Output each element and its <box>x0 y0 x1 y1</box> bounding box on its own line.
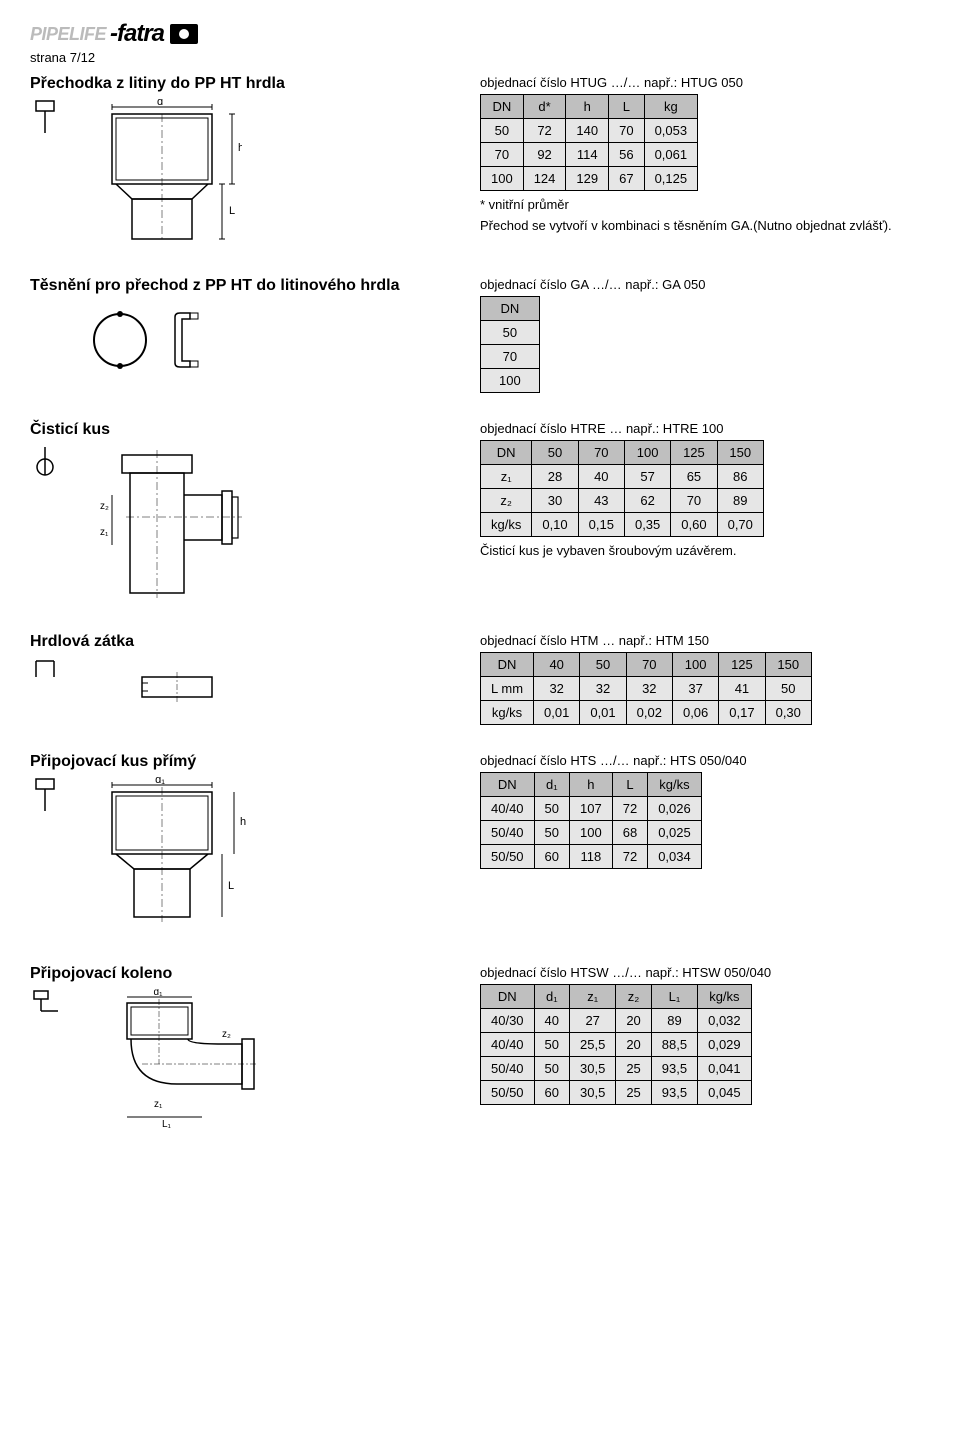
svg-text:L₁: L₁ <box>162 1119 172 1129</box>
symbol-icon <box>30 445 64 485</box>
section-title: Čisticí kus <box>30 421 460 439</box>
svg-text:z₂: z₂ <box>100 501 109 512</box>
logo-icon <box>170 24 198 44</box>
note-text: Čisticí kus je vybaven šroubovým uzávěre… <box>480 543 930 558</box>
order-text: objednací číslo HTRE … např.: HTRE 100 <box>480 421 930 436</box>
data-table: DNd*hLkg 5072140700,053 7092114560,061 1… <box>480 94 698 191</box>
data-table: DN 50 70 100 <box>480 296 540 393</box>
order-text: objednací číslo HTSW …/… např.: HTSW 050… <box>480 965 930 980</box>
order-text: objednací číslo GA …/… např.: GA 050 <box>480 277 930 292</box>
technical-drawing: z₂ z₁ <box>82 445 272 605</box>
technical-drawing <box>132 667 222 707</box>
data-table: DNd₁z₁z₂L₁kg/ks 40/30402720890,032 40/40… <box>480 984 752 1105</box>
svg-text:d₁: d₁ <box>154 989 164 998</box>
symbol-icon <box>30 657 64 687</box>
svg-text:z₁: z₁ <box>100 527 109 538</box>
symbol-icon <box>30 777 64 813</box>
note-text: Přechod se vytvoří v kombinaci s těsnění… <box>480 218 930 233</box>
data-table: DN405070100125150 L mm323232374150 kg/ks… <box>480 652 812 725</box>
svg-text:d: d <box>157 99 163 108</box>
section-title: Připojovací kus přímý <box>30 753 460 771</box>
order-text: objednací číslo HTM … např.: HTM 150 <box>480 633 930 648</box>
section-cistici: Čisticí kus z₂ z₁ objednací <box>30 421 930 605</box>
data-table: DN5070100125150 z₁2840576586 z₂304362708… <box>480 440 764 537</box>
section-title: Hrdlová zátka <box>30 633 460 651</box>
symbol-icon <box>30 99 64 135</box>
svg-text:d₁: d₁ <box>155 777 165 786</box>
svg-text:h: h <box>240 816 246 828</box>
technical-drawing <box>90 305 230 375</box>
section-title: Připojovací koleno <box>30 965 460 983</box>
technical-drawing: d₁ z₂ z₁ L₁ <box>82 989 282 1129</box>
svg-text:h: h <box>238 142 242 154</box>
order-text: objednací číslo HTUG …/… např.: HTUG 050 <box>480 75 930 90</box>
note-text: * vnitřní průměr <box>480 197 930 212</box>
svg-text:L: L <box>229 205 235 217</box>
svg-text:L: L <box>228 880 234 892</box>
section-hrdlova: Hrdlová zátka objednací číslo HTM … např… <box>30 633 930 725</box>
data-table: DNd₁hLkg/ks 40/4050107720,026 50/4050100… <box>480 772 702 869</box>
order-text: objednací číslo HTS …/… např.: HTS 050/0… <box>480 753 930 768</box>
technical-drawing: d L h <box>82 99 242 249</box>
logo: PIPELIFE -fatra <box>30 20 930 48</box>
section-pripojovaci-primy: Připojovací kus přímý d₁ L h <box>30 753 930 937</box>
logo-pipelife: PIPELIFE <box>30 24 106 45</box>
section-pripojovaci-koleno: Připojovací koleno d₁ z₂ z₁ L₁ <box>30 965 930 1129</box>
section-title: Přechodka z litiny do PP HT hrdla <box>30 75 460 93</box>
section-title: Těsnění pro přechod z PP HT do litinovéh… <box>30 277 460 295</box>
section-tesneni: Těsnění pro přechod z PP HT do litinovéh… <box>30 277 930 393</box>
svg-text:z₁: z₁ <box>154 1099 163 1110</box>
symbol-icon <box>30 989 64 1025</box>
section-prechodka: Přechodka z litiny do PP HT hrdla d L <box>30 75 930 249</box>
technical-drawing: d₁ L h <box>82 777 252 937</box>
svg-text:z₂: z₂ <box>222 1029 231 1040</box>
logo-fatra: -fatra <box>110 20 164 48</box>
page-number: strana 7/12 <box>30 50 930 65</box>
